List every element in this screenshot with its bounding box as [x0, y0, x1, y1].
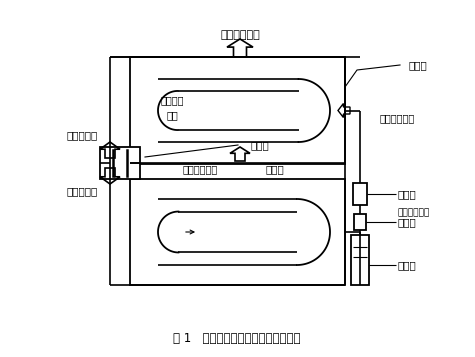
Text: 低温低压液体: 低温低压液体	[380, 114, 415, 124]
Text: 高温高压侧: 高温高压侧	[66, 186, 98, 196]
Text: 膨胀阀: 膨胀阀	[398, 189, 417, 199]
Bar	[130, 179, 345, 285]
Text: 图 1   汽车空调系统制冷剂循环回路图: 图 1 汽车空调系统制冷剂循环回路图	[173, 332, 301, 346]
Bar	[351, 235, 369, 285]
Bar	[354, 214, 366, 230]
Text: 高温高压液体: 高温高压液体	[398, 208, 430, 217]
Text: 冷凝器: 冷凝器	[266, 164, 285, 174]
Bar	[100, 147, 140, 179]
Text: 低温低压侧: 低温低压侧	[66, 130, 98, 140]
Text: 窥视镜: 窥视镜	[398, 217, 417, 227]
Bar	[353, 183, 367, 205]
Text: 压缩机: 压缩机	[251, 140, 269, 150]
Text: 低温低压: 低温低压	[160, 96, 184, 106]
Text: 干燥器: 干燥器	[398, 260, 417, 270]
Text: 高温高压气体: 高温高压气体	[182, 164, 218, 174]
Text: 蒸发器: 蒸发器	[408, 60, 428, 70]
Bar	[130, 57, 345, 164]
Text: 车内冷风出口: 车内冷风出口	[220, 30, 260, 40]
Text: 气体: 气体	[166, 111, 178, 121]
